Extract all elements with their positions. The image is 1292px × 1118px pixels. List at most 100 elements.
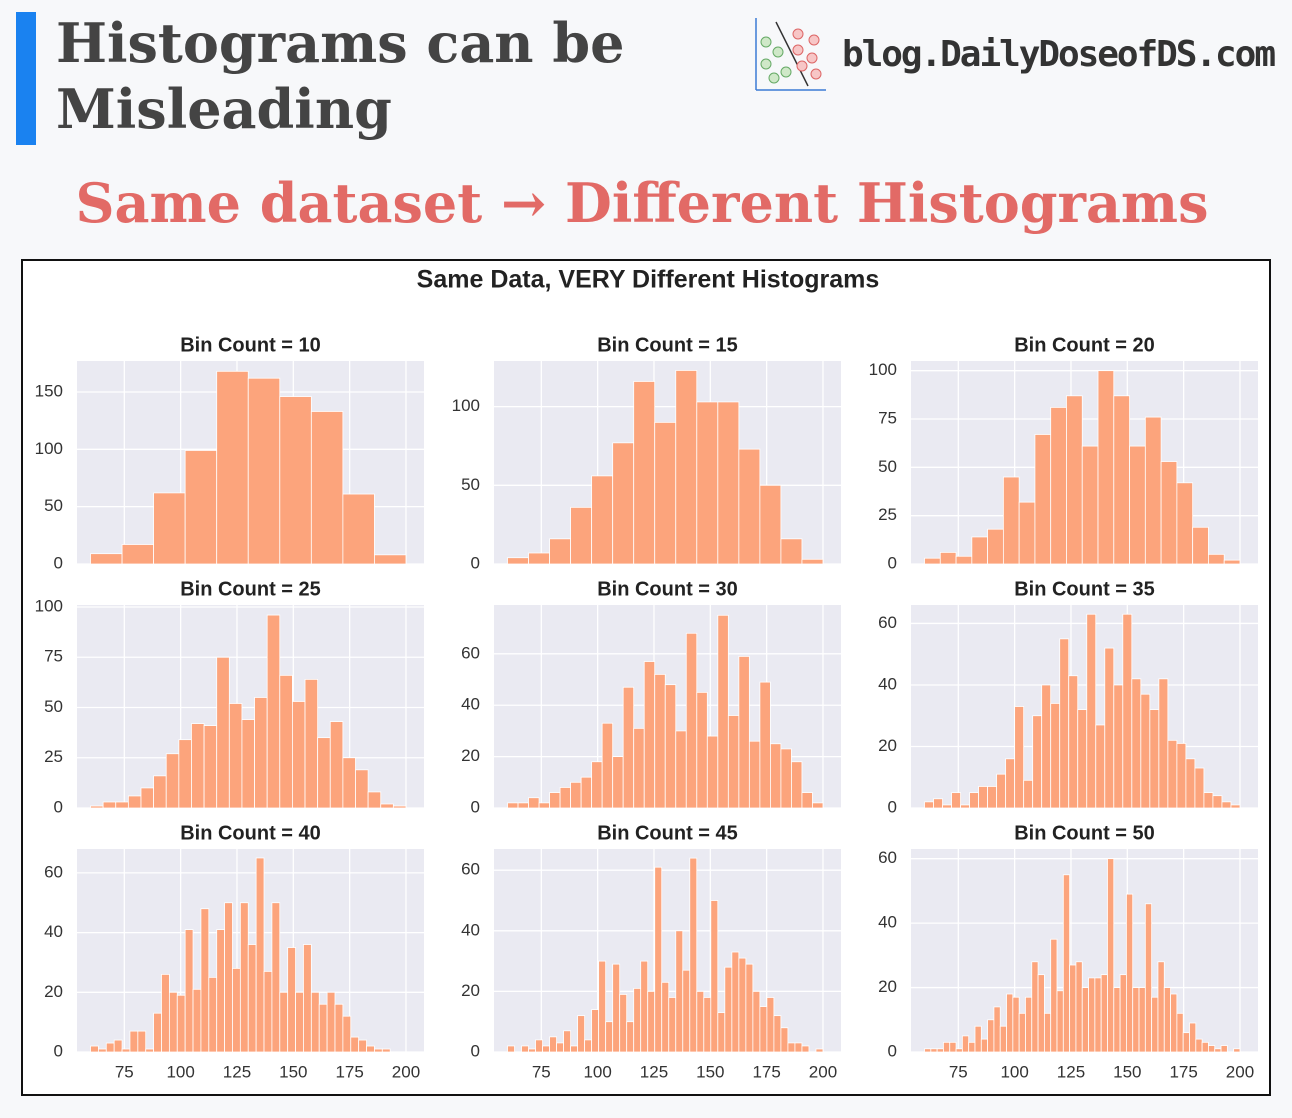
bar	[329, 721, 344, 809]
bar	[310, 411, 344, 565]
bar	[924, 557, 941, 565]
bar	[1223, 559, 1241, 565]
x-tick-label: 175	[752, 1062, 780, 1081]
bar	[1176, 1012, 1184, 1053]
bar	[1221, 801, 1232, 809]
bar	[247, 944, 257, 1053]
bar	[598, 960, 607, 1053]
bar	[766, 997, 775, 1053]
bar	[605, 1021, 614, 1053]
bar	[780, 748, 792, 809]
bar	[292, 701, 306, 809]
subplot: Bin Count = 40 0 20 40 60 75 100 125 150 175 200	[44, 822, 424, 1081]
x-tick-label: 200	[392, 1062, 420, 1081]
bar	[1208, 553, 1225, 565]
bar	[759, 1006, 768, 1053]
bar	[228, 703, 243, 809]
bar	[1144, 416, 1162, 565]
bar	[1069, 964, 1077, 1053]
bar	[1100, 974, 1108, 1053]
bar	[1163, 987, 1171, 1053]
title-line: Histograms can be	[56, 11, 624, 75]
bar	[1068, 675, 1079, 809]
bar	[993, 1006, 1001, 1053]
bar	[232, 968, 241, 1053]
bar	[924, 1048, 932, 1053]
bar	[176, 994, 186, 1053]
bar	[1056, 990, 1064, 1053]
bar	[1138, 987, 1146, 1053]
x-tick-label: 125	[640, 1062, 668, 1081]
bar	[1214, 1048, 1222, 1053]
bar	[612, 963, 621, 1053]
bar	[1192, 526, 1209, 565]
y-tick-label: 40	[878, 674, 897, 693]
bar	[1194, 767, 1205, 809]
bar	[521, 1045, 529, 1053]
bar	[647, 991, 656, 1053]
bar	[342, 1015, 352, 1053]
bar	[1131, 678, 1142, 809]
y-tick-label: 60	[878, 613, 897, 632]
bar	[591, 761, 603, 809]
y-tick-label: 0	[54, 797, 63, 816]
bar	[317, 737, 331, 809]
bar	[591, 1009, 600, 1053]
bar	[549, 538, 572, 565]
y-tick-label: 20	[878, 736, 897, 755]
bar	[507, 1045, 515, 1053]
bar	[1095, 724, 1106, 809]
bar	[1107, 858, 1115, 1053]
bar	[752, 991, 761, 1053]
bar	[1104, 647, 1115, 809]
bar	[266, 614, 281, 809]
bar	[1018, 1012, 1026, 1053]
bar	[717, 401, 740, 565]
y-tick-label: 0	[471, 797, 480, 816]
subtitle: Same dataset → Different Histograms	[76, 171, 1209, 235]
bar	[549, 792, 561, 809]
bar	[263, 970, 273, 1053]
bar	[1113, 395, 1130, 565]
bar	[924, 801, 934, 809]
brand: blog.DailyDoseofDS.com	[842, 34, 1276, 75]
bar	[1126, 893, 1134, 1053]
y-tick-label: 0	[54, 1041, 63, 1060]
bar	[675, 930, 684, 1053]
bar	[936, 1048, 944, 1053]
bar	[1176, 743, 1187, 809]
bar	[121, 544, 155, 565]
x-tick-label: 200	[809, 1062, 837, 1081]
bar	[129, 1030, 139, 1053]
bar	[633, 727, 645, 809]
bar	[717, 1012, 726, 1053]
y-tick-label: 75	[44, 647, 63, 666]
title-line: Misleading	[56, 77, 392, 141]
x-tick-label: 100	[1000, 1062, 1028, 1081]
bar	[955, 555, 973, 565]
subplot: Bin Count = 10 0 50 100 150	[35, 334, 424, 572]
y-tick-label: 40	[44, 922, 63, 941]
bar	[271, 902, 281, 1053]
y-tick-label: 50	[878, 457, 897, 476]
bar	[366, 1045, 375, 1053]
bar	[1043, 1012, 1052, 1053]
bar	[738, 655, 750, 809]
bar	[1182, 1032, 1190, 1053]
bar	[1113, 684, 1124, 809]
bar	[770, 743, 782, 809]
bar	[304, 678, 319, 809]
bar	[542, 1045, 550, 1053]
bar	[801, 558, 824, 565]
bar	[745, 963, 754, 1053]
bar	[1018, 501, 1036, 565]
bar	[216, 370, 249, 565]
bar	[591, 475, 614, 565]
bar	[1158, 678, 1169, 809]
y-tick-label: 50	[44, 697, 63, 716]
bar	[633, 381, 656, 565]
bar	[145, 1048, 155, 1053]
bar	[115, 801, 129, 809]
bar	[121, 1048, 131, 1053]
subplot-title: Bin Count = 35	[1014, 578, 1155, 600]
